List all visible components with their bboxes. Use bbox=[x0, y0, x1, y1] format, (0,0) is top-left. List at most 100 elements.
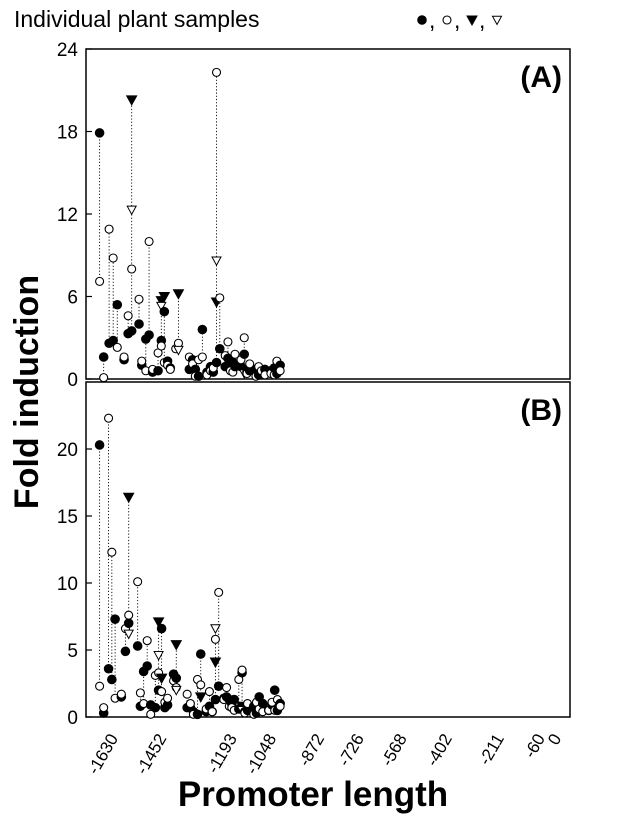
y-axis-label: Fold induction bbox=[8, 275, 46, 509]
x-tick-label: 0 bbox=[544, 731, 565, 749]
panel-a-point-open-circle bbox=[119, 352, 129, 362]
legend-markers: ,,, bbox=[417, 7, 503, 33]
panel-b-frame bbox=[85, 381, 571, 718]
panel-b-point-open-circle bbox=[116, 689, 126, 699]
panel-a-frame bbox=[85, 48, 571, 380]
panel-a-point-filled-triangle bbox=[125, 95, 138, 106]
panel-a-point-filled-circle bbox=[214, 343, 225, 354]
panel-b-point-open-circle bbox=[207, 707, 217, 717]
panel-a-point-filled-circle bbox=[153, 365, 163, 376]
panel-a-label: (A) bbox=[520, 61, 562, 94]
panel-a-point-open-triangle bbox=[173, 345, 184, 356]
x-tick-label: -60 bbox=[520, 731, 549, 762]
panel-b: (B) 0 5 10 15 20 bbox=[57, 381, 571, 729]
panel-b-point-open-circle bbox=[95, 681, 105, 691]
panel-b-point-open-circle bbox=[146, 709, 156, 719]
panel-b-y-tick-label: 15 bbox=[57, 507, 78, 528]
legend-open-triangle-down-icon bbox=[491, 15, 503, 26]
panel-b-point-open-circle bbox=[210, 634, 220, 644]
panel-a-point-open-circle bbox=[230, 349, 240, 359]
x-axis-ticks: -1630 -1452 -1193 -1048 -872 -726 -568 -402 -211… bbox=[84, 731, 565, 778]
panel-b-point-open-circle bbox=[142, 636, 152, 646]
panel-b-point-filled-triangle bbox=[194, 692, 207, 703]
panel-b-point-filled-circle bbox=[94, 440, 105, 450]
panel-b-point-filled-triangle bbox=[209, 657, 222, 669]
panel-a-point-open-circle bbox=[108, 253, 118, 263]
panel-b-point-open-triangle bbox=[170, 685, 182, 696]
panel-b-point-open-circle bbox=[135, 688, 145, 698]
panel-b-point-open-circle bbox=[214, 587, 224, 597]
panel-a-y-ticks: 0 6 12 18 24 bbox=[57, 40, 92, 391]
x-tick-label: -1193 bbox=[203, 731, 241, 777]
panel-a-point-open-circle bbox=[223, 337, 233, 347]
legend-text: Individual plant samples bbox=[14, 6, 259, 32]
panel-b-point-open-circle bbox=[107, 547, 117, 557]
legend-filled-circle-icon bbox=[417, 15, 427, 25]
panel-b-point-filled-triangle bbox=[152, 617, 165, 628]
panel-b-y-tick-label: 0 bbox=[67, 708, 78, 729]
legend-filled-triangle-down-icon bbox=[466, 15, 478, 27]
panel-a-point-open-circle bbox=[137, 356, 147, 366]
panel-a-point-open-triangle bbox=[211, 256, 222, 267]
panel-b-point-open-circle bbox=[275, 701, 285, 711]
panel-b-point-open-circle bbox=[185, 699, 195, 709]
panel-a-point-filled-triangle bbox=[172, 289, 185, 300]
panel-a-point-open-circle bbox=[104, 224, 114, 234]
x-tick-label: -872 bbox=[295, 731, 328, 770]
panel-b-point-open-triangle bbox=[210, 624, 221, 635]
panel-a-point-filled-circle bbox=[144, 330, 154, 340]
x-axis-label: Promoter length bbox=[178, 775, 448, 814]
panel-a-point-filled-circle bbox=[112, 299, 123, 310]
panel-b-y-tick-label: 5 bbox=[67, 641, 78, 662]
panel-b-point-filled-circle bbox=[107, 674, 117, 685]
panel-a-point-open-circle bbox=[215, 293, 225, 303]
panel-b-point-filled-circle bbox=[132, 641, 143, 651]
panel-b-point-filled-circle bbox=[150, 702, 161, 713]
panel-a: (A) 0 6 12 18 24 bbox=[57, 40, 571, 391]
panel-a-point-filled-circle bbox=[126, 326, 137, 336]
panel-a-point-open-circle bbox=[197, 352, 207, 362]
x-tick-label: -568 bbox=[377, 731, 410, 770]
panel-b-point-filled-circle bbox=[120, 646, 131, 657]
panel-b-label: (B) bbox=[520, 394, 562, 427]
panel-a-point-open-circle bbox=[134, 294, 144, 304]
panel-a-point-filled-circle bbox=[197, 324, 208, 335]
panel-a-point-open-circle bbox=[144, 236, 154, 247]
panel-a-point-open-circle bbox=[156, 341, 166, 351]
panel-a-point-open-circle bbox=[95, 276, 105, 286]
panel-a-point-filled-circle bbox=[239, 349, 250, 360]
panel-b-point-open-circle bbox=[133, 577, 143, 587]
panel-a-marks bbox=[94, 67, 285, 383]
panel-b-marks bbox=[94, 413, 285, 720]
panel-a-point-open-circle bbox=[239, 333, 249, 343]
x-tick-label: -211 bbox=[475, 731, 508, 769]
panel-a-point-filled-triangle bbox=[158, 292, 171, 303]
x-tick-label: -1452 bbox=[132, 731, 170, 778]
panel-b-point-filled-circle bbox=[195, 649, 206, 659]
panel-a-point-filled-circle bbox=[134, 319, 144, 329]
panel-b-point-filled-circle bbox=[171, 673, 182, 683]
x-tick-label: -1048 bbox=[242, 731, 280, 778]
panel-b-point-filled-circle bbox=[156, 623, 167, 634]
panel-a-point-open-triangle bbox=[126, 205, 138, 216]
panel-b-point-filled-circle bbox=[192, 709, 203, 720]
panel-b-point-open-circle bbox=[163, 693, 173, 703]
panel-b-stems bbox=[99, 418, 281, 715]
panel-b-point-filled-circle bbox=[213, 681, 224, 691]
panel-b-point-filled-triangle bbox=[155, 673, 168, 685]
panel-a-point-filled-circle bbox=[108, 335, 118, 346]
panel-b-y-tick-label: 20 bbox=[57, 440, 78, 461]
panel-b-y-tick-label: 10 bbox=[57, 574, 78, 595]
panel-a-point-open-triangle bbox=[155, 301, 167, 312]
panel-a-point-open-circle bbox=[123, 311, 133, 321]
panel-b-y-ticks: 0 5 10 15 20 bbox=[57, 440, 92, 729]
panel-a-point-filled-circle bbox=[159, 306, 170, 317]
panel-b-point-filled-circle bbox=[103, 663, 114, 674]
legend-separator: , bbox=[429, 7, 435, 33]
panel-b-point-filled-triangle bbox=[170, 640, 183, 651]
panel-a-point-open-circle bbox=[211, 67, 222, 77]
panel-b-point-filled-circle bbox=[210, 694, 221, 705]
panel-a-point-filled-circle bbox=[211, 357, 222, 368]
panel-b-point-filled-circle bbox=[142, 661, 152, 671]
panel-a-point-filled-circle bbox=[193, 371, 204, 382]
